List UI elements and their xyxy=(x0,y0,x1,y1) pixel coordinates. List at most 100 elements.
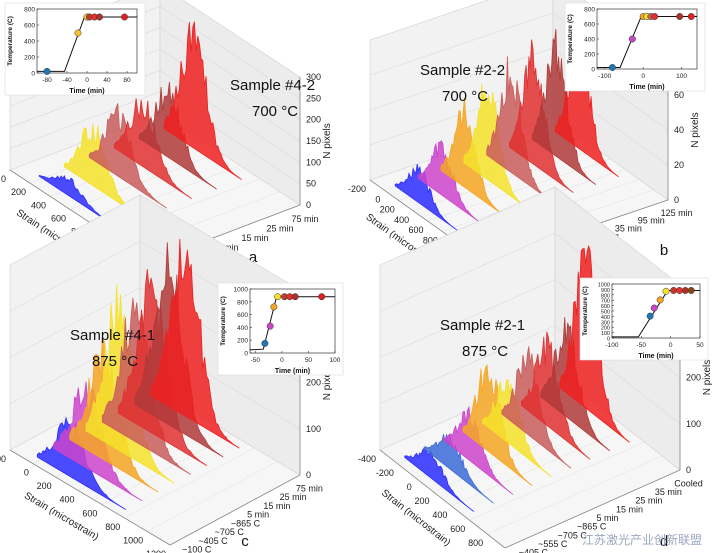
x-axis-line xyxy=(379,449,506,549)
inset-marker xyxy=(43,67,51,75)
inset-y-tick-label: 700 xyxy=(601,299,610,305)
inset-y-tick-label: 800 xyxy=(584,7,595,14)
z-tick-label: 0 xyxy=(306,470,311,480)
temperature-title: 700 °C xyxy=(442,88,488,105)
x-tick-label: -200 xyxy=(0,454,6,464)
inset-x-tick-label: 50 xyxy=(696,342,704,349)
y-tick-label: ~865 C xyxy=(231,518,261,528)
z-tick-label: 100 xyxy=(306,424,321,434)
x-tick-label: -200 xyxy=(376,468,394,478)
panel-label: b xyxy=(660,242,668,259)
histogram-room-t xyxy=(394,164,459,232)
z-gridline xyxy=(369,47,554,111)
x-tick-label: 0 xyxy=(24,468,29,478)
inset-marker xyxy=(681,287,689,294)
z-gridline xyxy=(139,194,301,291)
y-tick-label: ~555 C xyxy=(538,539,568,549)
inset-y-tick-label: 200 xyxy=(24,55,35,62)
z-axis-label: N pixels xyxy=(690,112,701,148)
inset-marker xyxy=(651,13,659,20)
z-gridline xyxy=(379,325,556,405)
z-tick-label: 40 xyxy=(674,125,684,135)
z-tick-label: 20 xyxy=(674,160,684,170)
floor-gridline xyxy=(69,152,221,210)
y-axis-line xyxy=(169,474,301,546)
sample-title: Sample #2-2 xyxy=(420,62,505,79)
sample-title: Sample #4-2 xyxy=(230,77,315,94)
inset-x-tick-label: -100 xyxy=(598,73,611,80)
inset-x-tick-label: 0 xyxy=(280,357,284,364)
z-tick-label: 50 xyxy=(306,179,316,189)
inset-y-tick-label: 1000 xyxy=(598,283,610,289)
inset-marker xyxy=(687,13,695,20)
inset-x-tick-label: 80 xyxy=(123,77,131,84)
x-tick-label: -400 xyxy=(358,454,376,464)
inset-x-tick-label: -40 xyxy=(62,77,72,84)
y-tick-label: 35 min xyxy=(615,223,642,233)
z-gridline xyxy=(9,91,161,149)
inset-marker xyxy=(662,287,670,295)
z-tick-label: 200 xyxy=(306,378,321,388)
z-gridline xyxy=(9,194,141,266)
inset-x-axis-label: Time (min) xyxy=(275,368,310,375)
y-tick-label: ~405 C xyxy=(519,548,549,553)
inset-y-tick-label: 800 xyxy=(237,299,248,306)
inset-marker xyxy=(74,29,82,37)
x-tick-label: 600 xyxy=(408,225,423,235)
y-tick-label: 75 min xyxy=(292,214,319,224)
inset-x-tick-label: -50 xyxy=(251,357,261,364)
inset-y-tick-label: 600 xyxy=(24,23,35,30)
inset-x-tick-label: 100 xyxy=(676,73,687,80)
inset-y-tick-label: 600 xyxy=(601,304,610,310)
inset-marker xyxy=(650,304,658,312)
y-tick-label: Cooled xyxy=(674,478,703,488)
inset-x-tick-label: -50 xyxy=(637,342,647,349)
histogram-75-min xyxy=(163,21,242,181)
z-gridline xyxy=(379,186,556,266)
sample-title: Sample #4-1 xyxy=(70,327,155,344)
y-tick-label: ~705 C xyxy=(558,530,588,540)
z-tick-label: 60 xyxy=(674,90,684,100)
y-tick-label: ~705 C xyxy=(215,527,245,537)
inset-marker xyxy=(628,35,636,43)
inset-y-tick-label: 200 xyxy=(601,326,610,332)
z-tick-label: 200 xyxy=(306,115,321,125)
x-tick-label: -200 xyxy=(348,184,366,194)
inset-marker xyxy=(646,312,654,320)
y-tick-label: ~405 C xyxy=(198,536,228,546)
z-tick-label: 250 xyxy=(306,93,321,103)
z-gridline xyxy=(369,12,554,76)
inset-y-axis-label: Temperature (C) xyxy=(567,14,574,64)
z-tick-label: 300 xyxy=(306,72,321,82)
inset-y-tick-label: 800 xyxy=(601,293,610,299)
inset-marker xyxy=(676,13,684,20)
x-axis-line xyxy=(9,449,171,546)
z-tick-label: 0 xyxy=(674,195,679,205)
z-axis-label: N pixels xyxy=(702,360,713,396)
inset-temperature-curve xyxy=(37,16,137,72)
inset-marker xyxy=(687,287,695,294)
inset-marker xyxy=(608,64,616,71)
x-tick-label: 600 xyxy=(450,524,465,534)
inset-y-tick-label: 300 xyxy=(601,320,610,326)
z-tick-label: 200 xyxy=(686,373,701,383)
inset-x-axis-label: Time (min) xyxy=(69,88,104,95)
y-tick-label: 25 min xyxy=(267,223,294,233)
z-gridline xyxy=(554,186,681,286)
inset-y-tick-label: 0 xyxy=(591,67,595,74)
histogram--555-c xyxy=(423,434,494,504)
z-gridline xyxy=(159,27,301,120)
inset-y-axis-label: Temperature (C) xyxy=(220,296,227,346)
inset-y-tick-label: 0 xyxy=(31,71,35,78)
inset-y-tick-label: 200 xyxy=(584,52,595,59)
z-tick-label: 150 xyxy=(306,136,321,146)
y-tick-label: 95 min xyxy=(638,216,665,226)
inset-y-tick-label: 400 xyxy=(584,37,595,44)
y-tick-label: 5 min xyxy=(597,513,619,523)
y-tick-label: 25 min xyxy=(635,496,662,506)
inset-x-tick-label: -100 xyxy=(605,342,618,349)
